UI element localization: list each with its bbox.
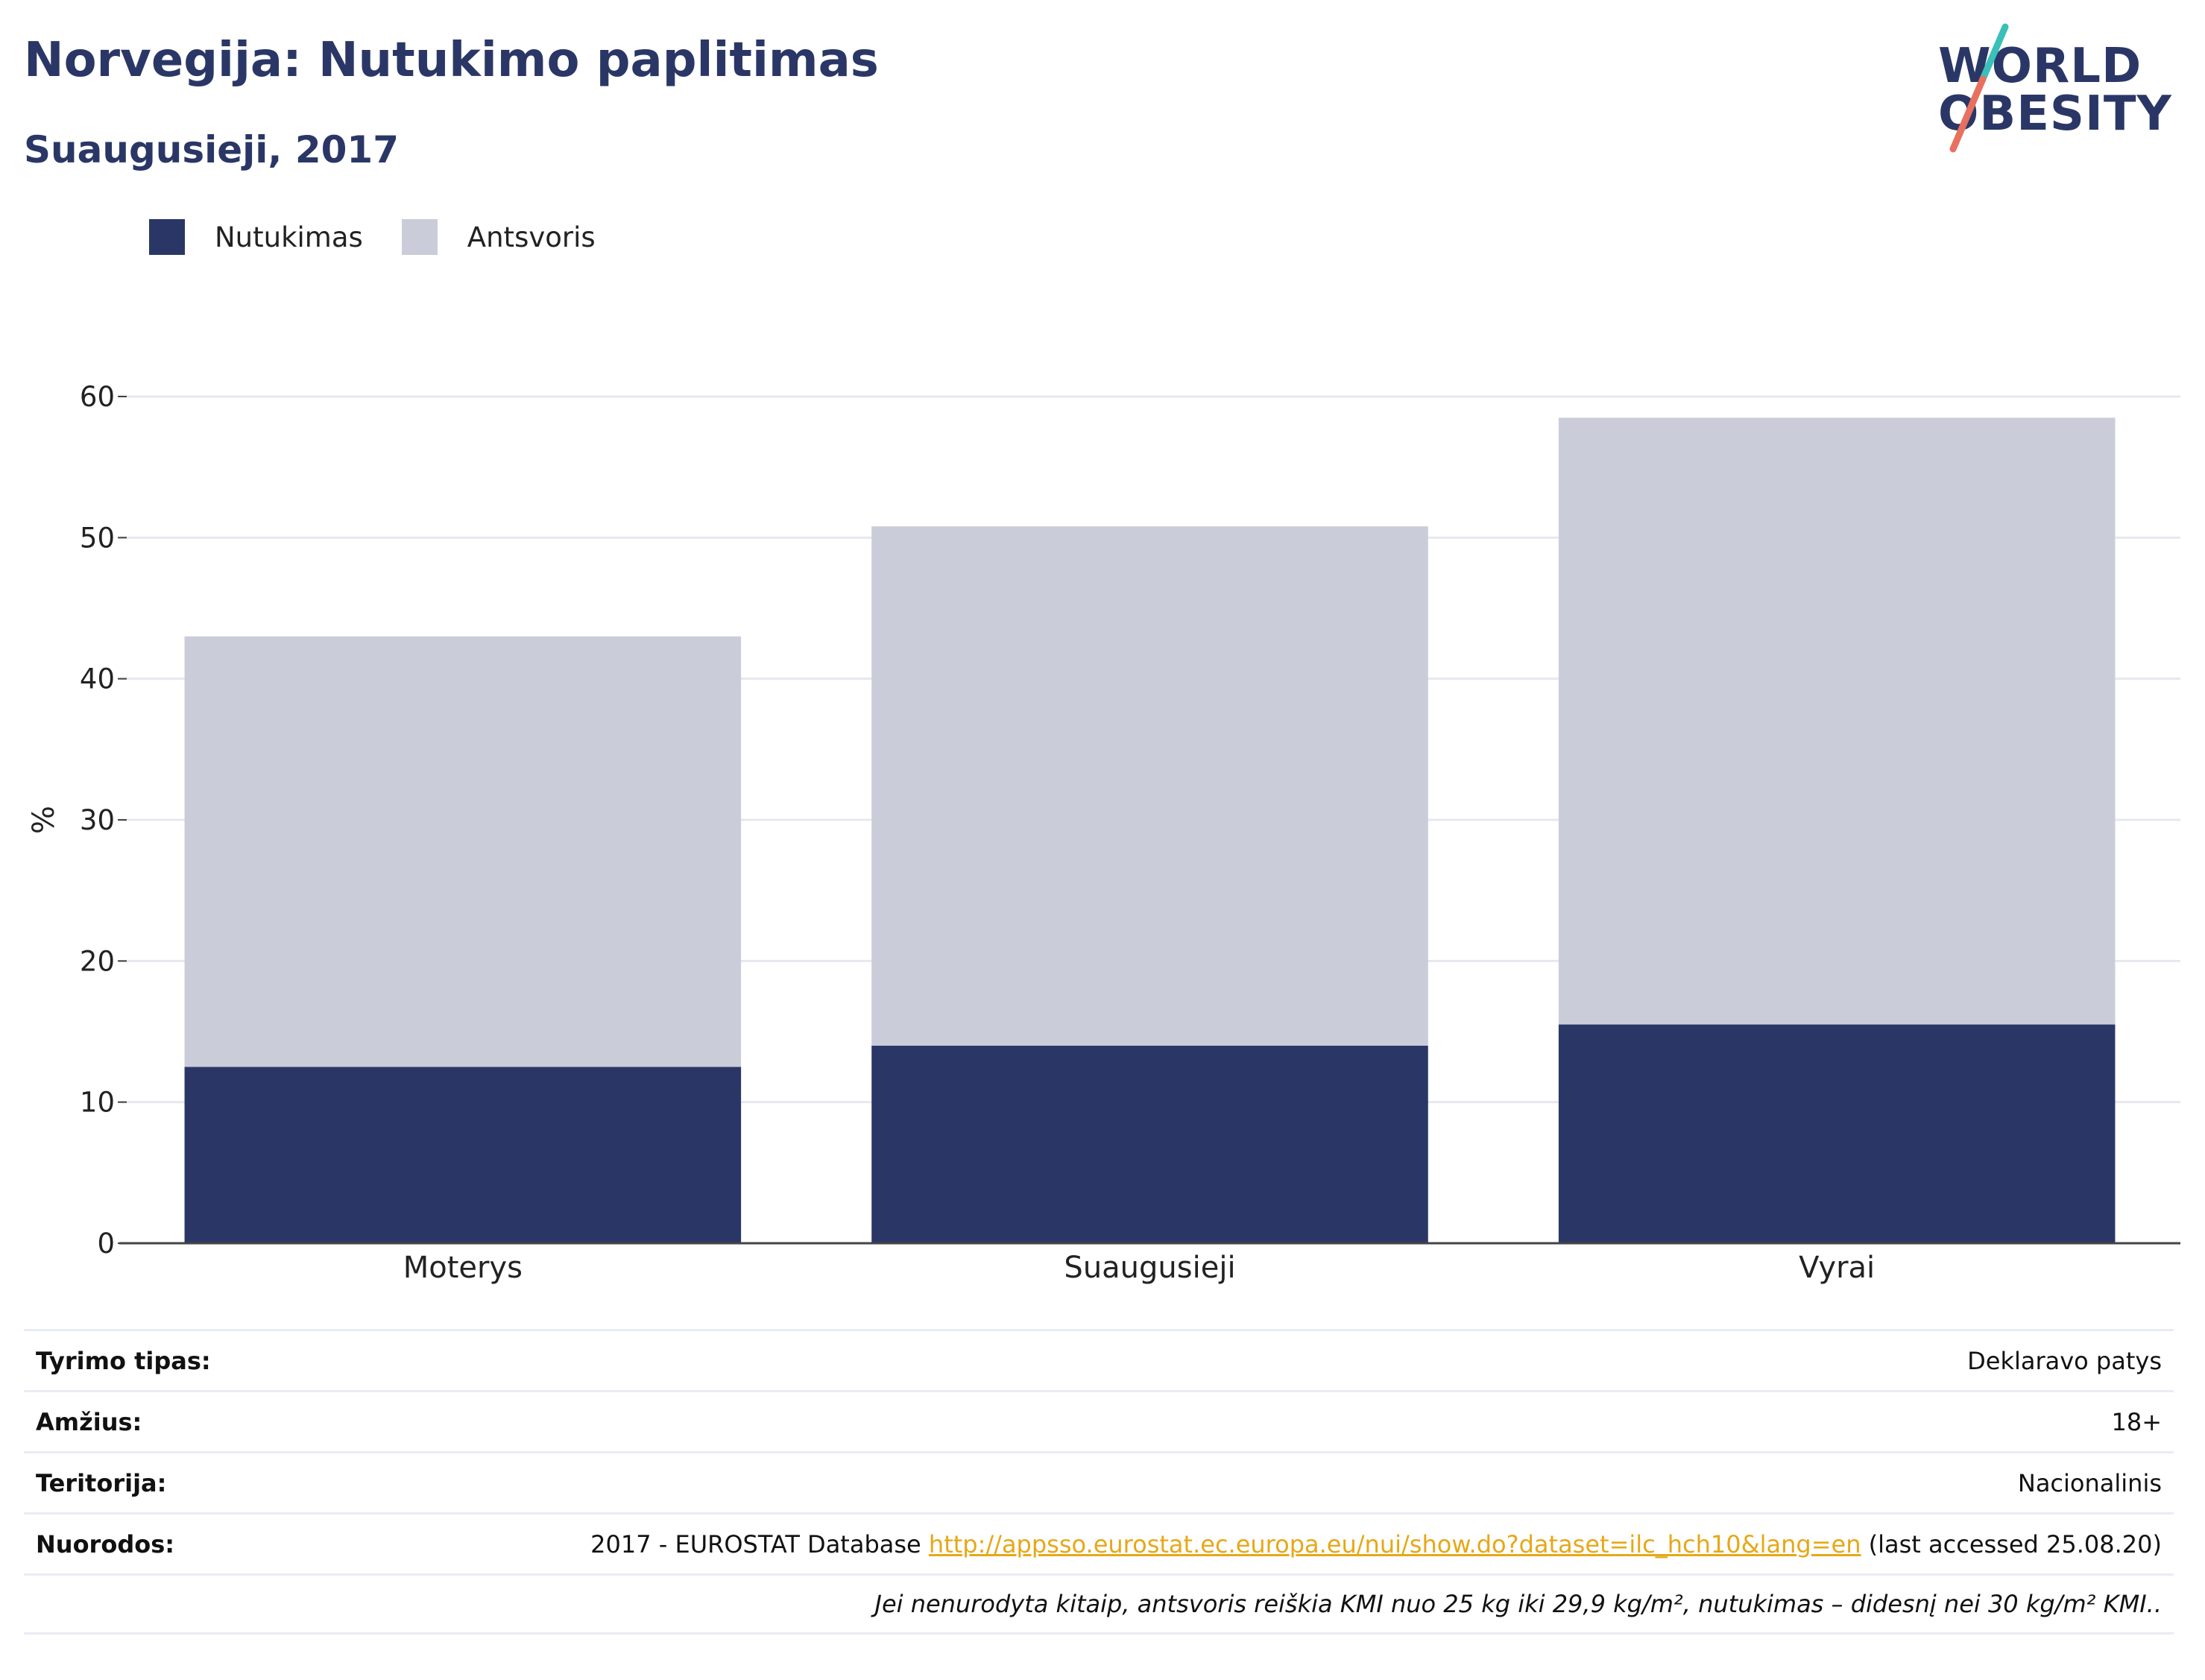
legend-item-overweight[interactable]: Antsvoris — [401, 219, 596, 255]
info-value: Nacionalinis — [2017, 1468, 2162, 1497]
legend-swatch-obesity — [149, 219, 185, 255]
legend-item-obesity[interactable]: Nutukimas — [149, 219, 363, 255]
info-value: Deklaravo patys — [1967, 1346, 2162, 1375]
bar-overweight — [184, 636, 742, 1067]
info-value: 2017 - EUROSTAT Database http://appsso.e… — [590, 1530, 2162, 1559]
info-key: Nuorodos: — [36, 1529, 175, 1559]
x-tick-label: Moterys — [403, 1251, 523, 1285]
logo-line-1: WORLD — [1938, 39, 2142, 94]
info-row-survey-type: Tyrimo tipas: Deklaravo patys — [24, 1329, 2174, 1390]
y-tick-label: 50 — [80, 522, 115, 554]
world-obesity-logo: WORLD OBESITY — [1938, 21, 2192, 155]
info-value: 18+ — [2111, 1407, 2162, 1436]
info-row-references: Nuorodos: 2017 - EUROSTAT Database http:… — [24, 1512, 2174, 1573]
page-subtitle: Suaugusieji, 2017 — [24, 128, 399, 171]
y-tick-label: 40 — [80, 663, 115, 695]
reference-prefix: 2017 - EUROSTAT Database — [590, 1529, 929, 1559]
y-tick-label: 10 — [80, 1087, 115, 1119]
info-key: Teritorija: — [36, 1468, 167, 1497]
bar-overweight — [1558, 417, 2116, 1025]
logo-slash-icon — [1949, 23, 2009, 153]
x-tick-label: Suaugusieji — [1064, 1251, 1235, 1285]
definition-note: Jei nenurodyta kitaip, antsvoris reiškia… — [874, 1590, 2163, 1618]
legend-swatch-overweight — [401, 219, 438, 255]
info-key: Amžius: — [36, 1407, 142, 1436]
reference-link[interactable]: http://appsso.eurostat.ec.europa.eu/nui/… — [928, 1529, 1861, 1559]
info-row-note: Jei nenurodyta kitaip, antsvoris reiškia… — [24, 1573, 2174, 1635]
info-table: Tyrimo tipas: Deklaravo patys Amžius: 18… — [24, 1329, 2174, 1635]
page-title: Norvegija: Nutukimo paplitimas — [24, 33, 879, 88]
info-row-age: Amžius: 18+ — [24, 1390, 2174, 1451]
stacked-bar-chart: 0 10 20 30 40 50 60% Moterys Suaugusieji Vyrai — [27, 381, 2180, 1285]
legend-label-overweight: Antsvoris — [467, 221, 596, 253]
bar-obesity — [871, 1045, 1428, 1243]
bar-obesity — [184, 1067, 742, 1243]
info-row-territory: Teritorija: Nacionalinis — [24, 1451, 2174, 1512]
y-tick-label: 60 — [80, 381, 115, 413]
info-key: Tyrimo tipas: — [36, 1346, 211, 1375]
bar-obesity — [1558, 1024, 2116, 1243]
chart-legend: Nutukimas Antsvoris — [149, 219, 634, 255]
legend-label-obesity: Nutukimas — [215, 221, 363, 253]
reference-suffix: (last accessed 25.08.20) — [1861, 1529, 2162, 1559]
y-tick-label: 30 — [80, 804, 115, 836]
y-axis-label: % — [27, 806, 61, 834]
bar-overweight — [871, 526, 1428, 1046]
y-tick-label: 0 — [97, 1228, 115, 1260]
y-tick-label: 20 — [80, 945, 115, 977]
x-tick-label: Vyrai — [1799, 1251, 1875, 1285]
